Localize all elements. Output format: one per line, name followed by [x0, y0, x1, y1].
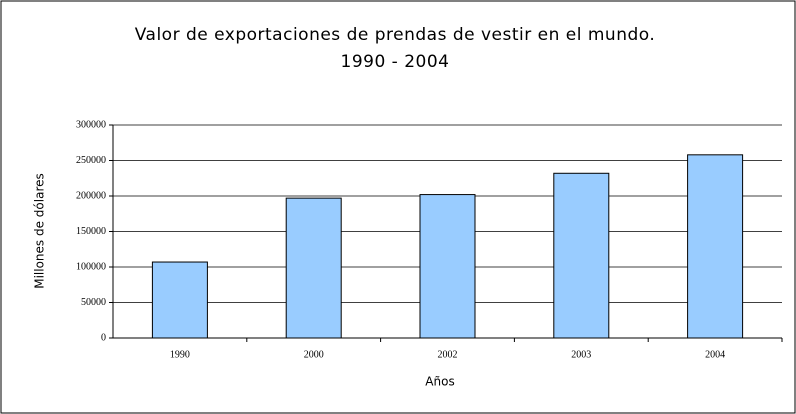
x-tick-label: 2002	[438, 349, 458, 360]
y-axis-label: Millones de dólares	[33, 173, 47, 289]
y-tick-label: 200000	[76, 190, 106, 201]
bar	[285, 197, 342, 339]
y-tick-label: 250000	[76, 155, 106, 166]
bar	[419, 194, 476, 339]
x-tick-label: 2003	[571, 349, 591, 360]
y-tick-label: 0	[101, 332, 106, 343]
y-tick-label: 150000	[76, 226, 106, 237]
x-tick-label: 2000	[304, 349, 324, 360]
x-axis-label: Años	[425, 375, 454, 389]
x-tick-label: 2004	[705, 349, 725, 360]
chart-subtitle: 1990 - 2004	[341, 52, 450, 72]
bar	[151, 261, 208, 339]
y-tick-label: 300000	[76, 119, 106, 130]
bar	[553, 172, 610, 339]
bar	[687, 154, 744, 339]
chart-title: Valor de exportaciones de prendas de ves…	[135, 25, 656, 45]
x-tick-label: 1990	[170, 349, 190, 360]
y-tick-label: 100000	[76, 261, 106, 272]
y-tick-label: 50000	[81, 297, 106, 308]
